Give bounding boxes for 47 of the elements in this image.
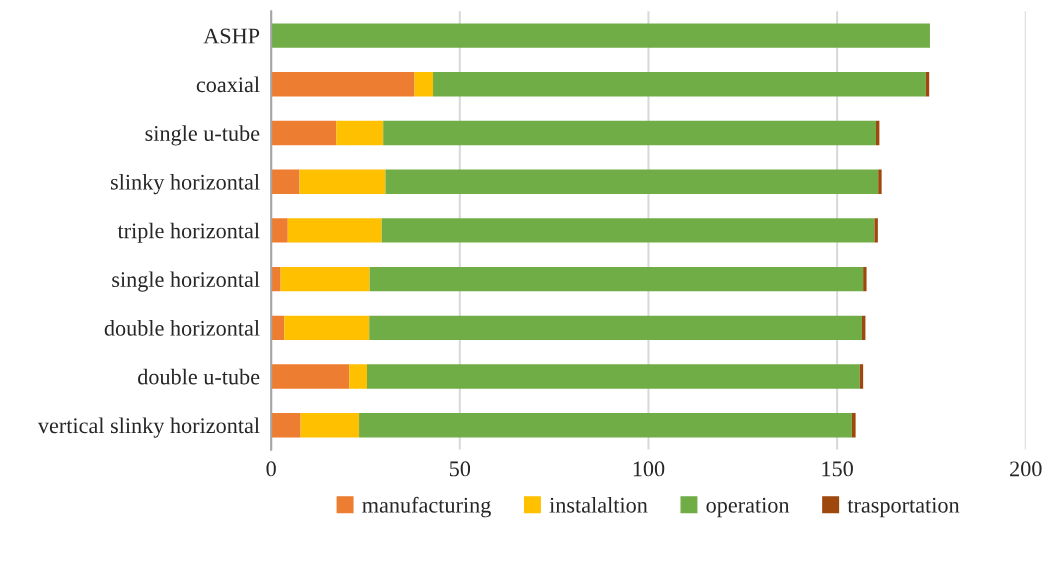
bar [287,218,382,243]
bar [271,23,930,48]
legend-label: instalaltion [549,497,648,513]
x-tick-label: 200 [1010,461,1042,477]
bar [878,169,882,194]
bar [336,120,384,146]
y-tick-label: triple horizontal [117,222,260,243]
bar [874,218,878,243]
bar [433,72,926,97]
bar [369,266,864,292]
legend-label: manufacturing [362,496,491,518]
bar [271,72,415,97]
x-tick-label: 100 [633,461,665,477]
y-tick-label: slinky horizontal [110,174,260,195]
bar [271,120,337,146]
y-tick-label: double horizontal [104,320,260,336]
bar [271,364,350,389]
legend-label: trasportation [847,497,960,518]
bar [851,413,856,438]
bar [863,266,867,292]
bar [859,364,864,389]
y-tick-label: coaxial [196,76,260,93]
legend-label: operation [706,497,790,518]
bar [381,218,875,243]
y-tick-label: vertical slinky horizontal [37,417,260,438]
y-tick-label: ASHP [203,28,260,44]
bar [300,413,360,438]
x-tick-label: 50 [449,461,471,477]
bar [299,169,386,194]
bar [359,413,852,438]
y-tick-label: single horizontal [112,271,260,292]
bar [366,364,860,389]
bar [284,315,370,341]
bar [385,169,879,194]
bar [271,169,300,194]
y-tick-label: double u-tube [138,368,260,385]
bar [271,413,301,438]
y-tick-label: single u-tube [145,125,260,146]
bar [369,315,863,341]
bar [271,266,281,292]
bar [414,72,434,97]
bar [383,120,876,146]
x-tick-label: 0 [266,461,276,477]
bar [349,364,367,389]
bar [280,266,370,292]
bar [271,218,288,243]
x-tick-label: 150 [822,461,853,477]
